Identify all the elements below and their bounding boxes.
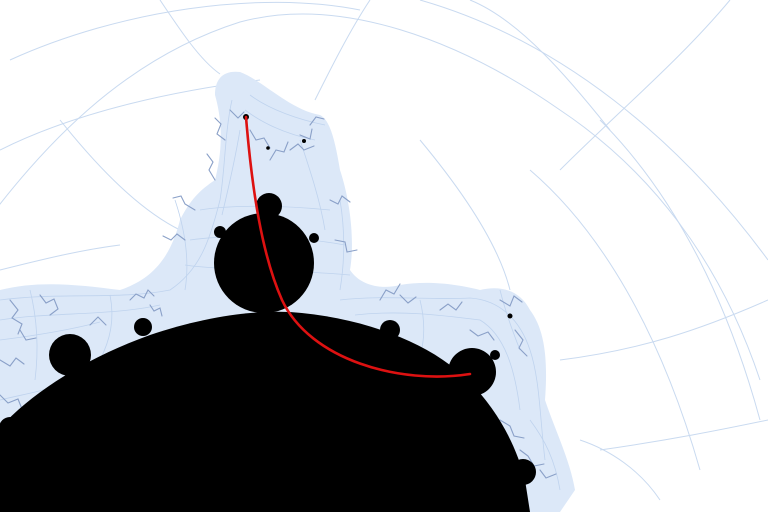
boundary-filaments	[0, 109, 557, 479]
external-ray-grid	[0, 0, 768, 501]
main-cardioid	[0, 311, 530, 512]
equipotential-arc	[9, 1, 361, 61]
external-ray	[469, 0, 611, 131]
side-bulb	[507, 313, 513, 319]
orbit-path	[244, 115, 472, 378]
minibrot	[302, 139, 306, 143]
side-bulb	[309, 233, 319, 243]
external-ray	[559, 0, 731, 171]
side-bulb	[49, 334, 91, 376]
side-bulb	[448, 348, 496, 396]
equipotential-arc	[529, 169, 701, 471]
external-ray	[419, 139, 511, 291]
side-bulb	[490, 350, 500, 360]
equipotential-arc	[419, 0, 768, 261]
side-bulb	[0, 417, 21, 439]
external-ray	[59, 119, 181, 231]
mandelbrot-set-body	[0, 114, 536, 512]
minor-bulb	[256, 193, 282, 219]
minibrot	[266, 146, 270, 150]
external-ray	[314, 0, 371, 101]
side-bulb	[214, 226, 226, 238]
side-bulb	[134, 318, 152, 336]
side-bulb	[510, 459, 536, 485]
equipotential-arc	[599, 119, 761, 421]
external-ray	[0, 244, 121, 271]
external-ray	[579, 439, 661, 501]
period-bulb	[214, 213, 314, 313]
external-ray	[599, 419, 768, 451]
side-bulb	[380, 320, 400, 340]
external-ray	[159, 0, 221, 75]
external-ray	[559, 299, 768, 361]
